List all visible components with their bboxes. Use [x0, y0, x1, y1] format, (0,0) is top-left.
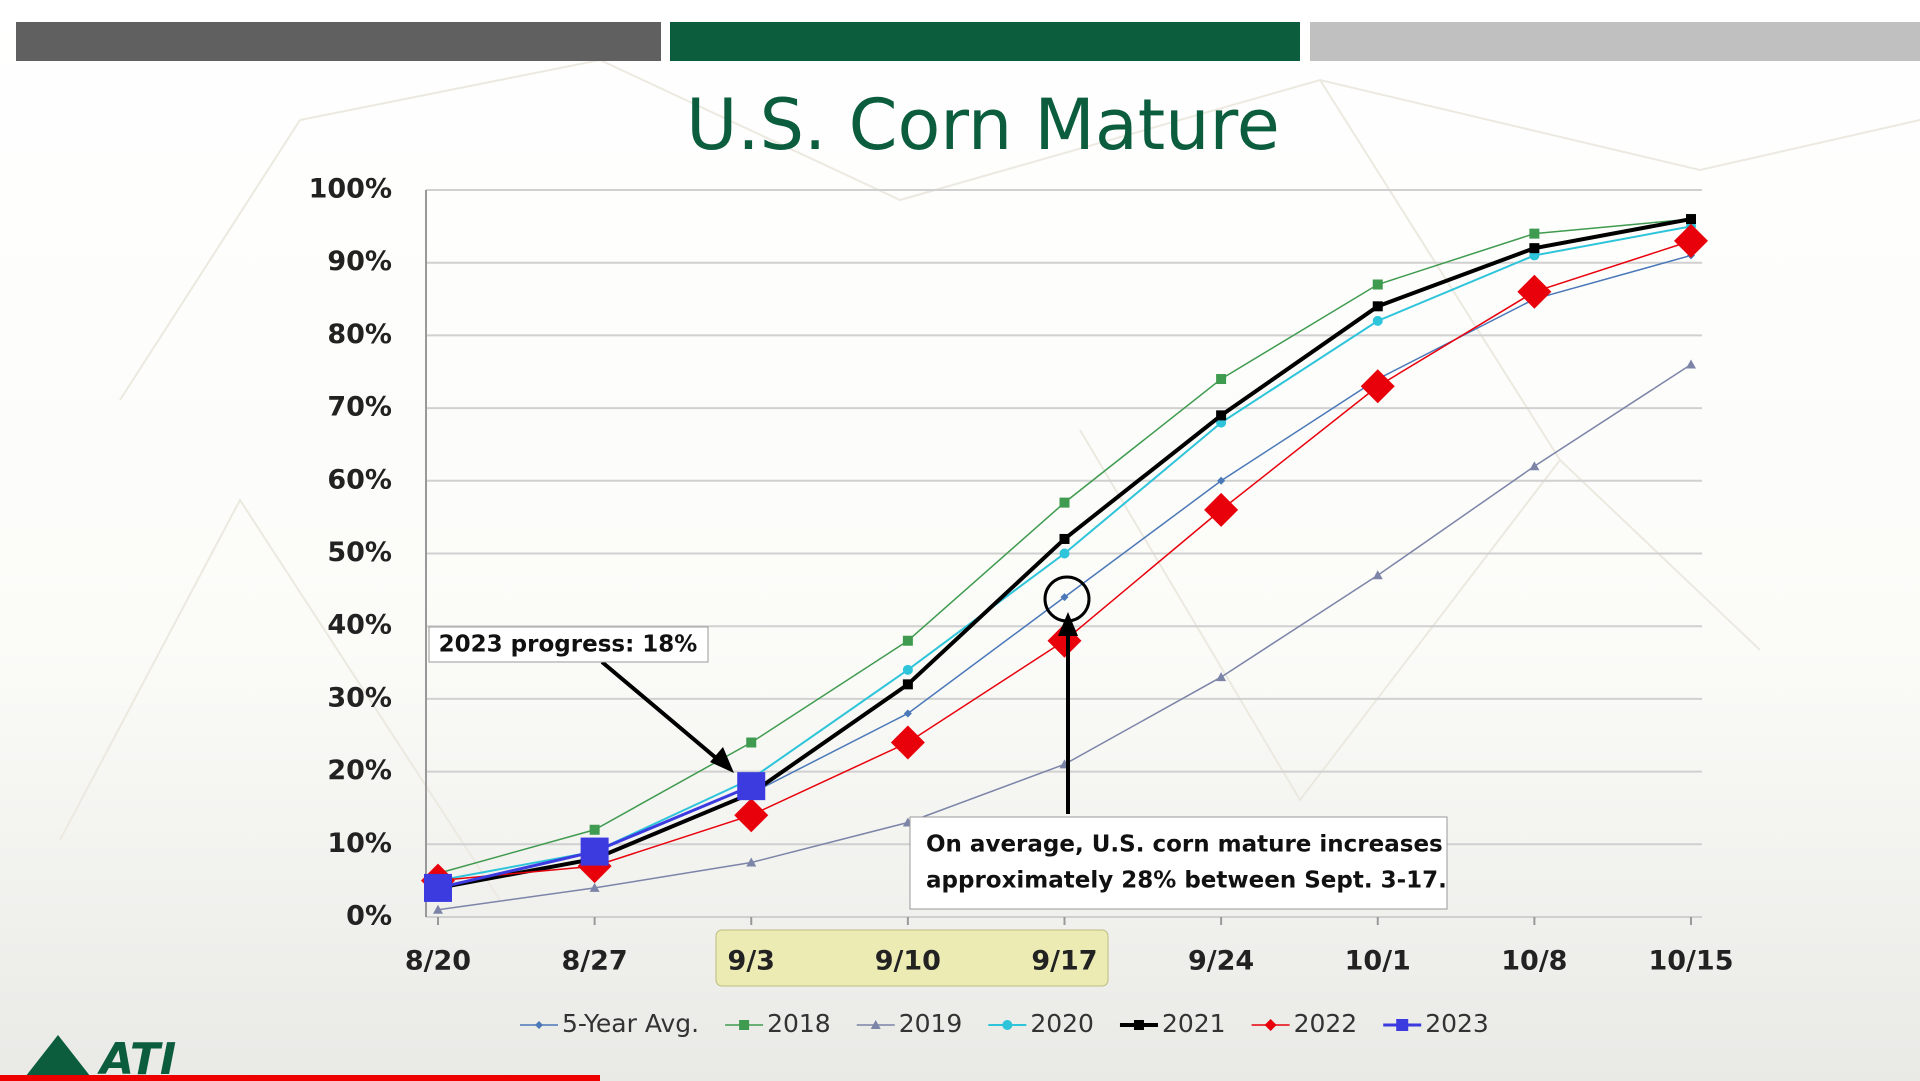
marker [1059, 497, 1070, 508]
marker [535, 1021, 543, 1029]
y-tick-label: 20% [327, 755, 392, 786]
header-bar [670, 22, 1300, 61]
marker [1372, 315, 1383, 326]
marker [1674, 223, 1708, 258]
marker [1264, 1019, 1277, 1031]
marker [589, 882, 600, 892]
marker [1529, 228, 1540, 239]
marker [739, 1020, 750, 1030]
marker [424, 873, 452, 902]
marker [1360, 369, 1395, 404]
highlight-box [715, 929, 1109, 987]
x-tick-label: 9/3 [728, 946, 775, 977]
marker [589, 824, 600, 835]
y-tick-label: 80% [327, 319, 392, 350]
marker [1059, 548, 1070, 559]
header-bar [1310, 22, 1920, 61]
chart-title: U.S. Corn Mature [686, 84, 1280, 166]
marker [1060, 593, 1069, 602]
marker [1217, 476, 1226, 485]
progress-bar [0, 1075, 600, 1081]
marker [737, 772, 766, 801]
arrow [600, 660, 724, 765]
marker [433, 904, 443, 914]
annotation-box [428, 626, 709, 663]
marker [1216, 672, 1227, 682]
x-tick-label: 8/20 [405, 946, 471, 977]
header-bar [16, 22, 661, 61]
x-tick-label: 9/24 [1188, 946, 1254, 977]
arrowhead [710, 747, 734, 773]
marker [902, 679, 913, 690]
annotation: On average, U.S. corn mature increases [926, 832, 1443, 858]
y-tick-label: 30% [327, 682, 392, 713]
marker [1372, 570, 1383, 580]
marker [1529, 243, 1540, 254]
y-tick-label: 60% [327, 464, 392, 495]
marker [1216, 374, 1227, 385]
annotation-box [909, 816, 1448, 910]
legend-label: 2021 [1162, 1009, 1226, 1038]
marker [1133, 1020, 1144, 1030]
plot-area: 0% 10% 20% 30% 40% 50% 60% 70% 80% 90% 100% 8/20 8/2… [309, 174, 1734, 1039]
legend-label: 2018 [767, 1009, 831, 1038]
marker [734, 798, 769, 833]
marker [746, 737, 757, 748]
marker [902, 635, 913, 646]
legend-label: 2023 [1425, 1009, 1489, 1038]
x-tick-label: 8/27 [562, 946, 628, 977]
logo-icon [22, 1035, 94, 1081]
legend-label: 2019 [899, 1009, 963, 1038]
y-tick-label: 100% [309, 174, 392, 205]
marker [1517, 274, 1552, 309]
y-tick-label: 40% [327, 610, 392, 641]
y-tick-label: 0% [346, 901, 392, 932]
x-tick-label: 10/1 [1345, 946, 1411, 977]
marker [1372, 301, 1383, 312]
highlight-circle [1043, 575, 1091, 623]
marker [1372, 279, 1383, 290]
annotation: 2023 progress: 18% [439, 632, 698, 658]
legend-label: 2022 [1294, 1009, 1358, 1038]
marker [1002, 1020, 1013, 1030]
marker [890, 725, 925, 760]
background-network [59, 58, 1920, 901]
x-tick-label: 10/15 [1648, 946, 1733, 977]
y-tick-label: 90% [327, 246, 392, 277]
logo: ATI [97, 1034, 176, 1081]
marker [902, 664, 913, 675]
y-tick-label: 10% [327, 828, 392, 859]
x-tick-label: 9/17 [1031, 946, 1097, 977]
y-tick-label: 70% [327, 392, 392, 423]
marker [580, 837, 609, 866]
marker [746, 857, 757, 867]
annotation: approximately 28% between Sept. 3-17. [926, 868, 1447, 894]
marker [1529, 461, 1540, 471]
marker [1686, 214, 1696, 225]
legend-label: 5-Year Avg. [562, 1009, 699, 1038]
marker [1059, 533, 1070, 544]
y-tick-label: 50% [327, 537, 392, 568]
legend-label: 2020 [1030, 1009, 1094, 1038]
x-tick-label: 10/8 [1501, 946, 1567, 977]
marker [870, 1020, 881, 1029]
marker [1686, 359, 1696, 369]
marker [903, 709, 912, 718]
marker [1216, 410, 1227, 421]
marker [1204, 492, 1239, 527]
arrowhead [1058, 612, 1078, 636]
marker [1396, 1019, 1409, 1031]
x-tick-label: 9/10 [875, 946, 941, 977]
